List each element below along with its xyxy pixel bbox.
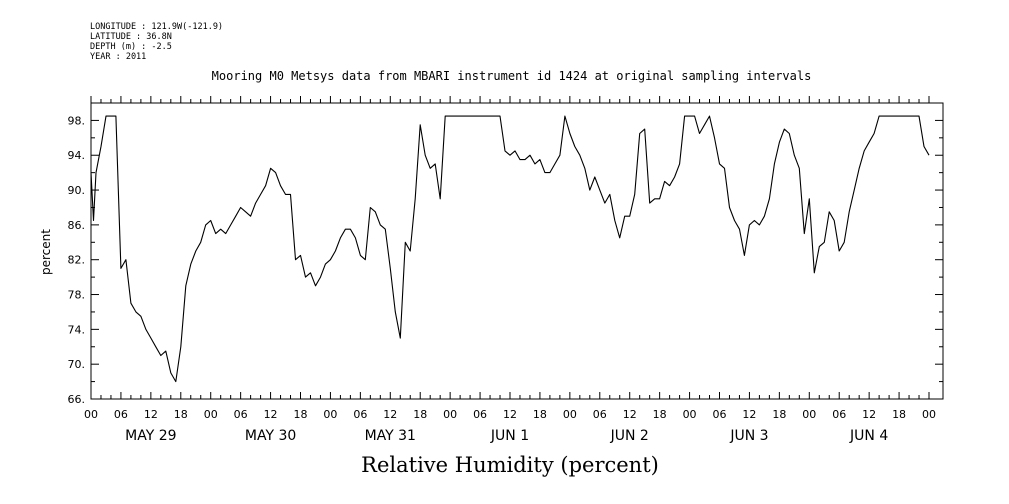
hour-tick-label: 06	[114, 408, 128, 421]
hour-tick-label: 12	[503, 408, 517, 421]
day-label: MAY 29	[125, 428, 176, 444]
latitude-label: LATITUDE : 36.8N	[90, 32, 172, 42]
metadata-block: LONGITUDE : 121.9W(-121.9) LATITUDE : 36…	[90, 22, 223, 62]
hour-tick-label: 00	[84, 408, 98, 421]
hour-tick-label: 00	[802, 408, 816, 421]
hour-tick-label: 18	[772, 408, 786, 421]
day-label: JUN 4	[849, 428, 888, 444]
hour-tick-label: 00	[204, 408, 218, 421]
y-tick-label: 78.	[68, 289, 86, 302]
hour-tick-label: 00	[323, 408, 337, 421]
hour-tick-label: 18	[413, 408, 427, 421]
y-tick-label: 82.	[68, 254, 86, 267]
hour-tick-label: 12	[742, 408, 756, 421]
day-label: MAY 30	[245, 428, 296, 444]
hour-tick-label: 18	[653, 408, 667, 421]
hour-tick-label: 18	[294, 408, 308, 421]
hour-tick-label: 06	[473, 408, 487, 421]
y-tick-label: 98.	[68, 114, 86, 127]
x-axis-label: Relative Humidity (percent)	[361, 453, 659, 477]
hour-tick-label: 12	[623, 408, 637, 421]
hour-tick-label: 18	[174, 408, 188, 421]
hour-tick-label: 06	[832, 408, 846, 421]
hour-tick-label: 12	[264, 408, 278, 421]
hour-tick-label: 12	[144, 408, 158, 421]
hour-tick-label: 12	[862, 408, 876, 421]
hour-tick-label: 12	[383, 408, 397, 421]
hour-tick-label: 06	[593, 408, 607, 421]
y-tick-label: 70.	[68, 358, 86, 371]
chart-title: Mooring M0 Metsys data from MBARI instru…	[211, 69, 812, 83]
depth-label: DEPTH (m) : -2.5	[90, 42, 172, 52]
hour-tick-label: 00	[443, 408, 457, 421]
year-label: YEAR : 2011	[90, 52, 147, 62]
y-tick-label: 86.	[68, 219, 86, 232]
y-tick-label: 74.	[68, 323, 86, 336]
day-label: MAY 31	[365, 428, 416, 444]
humidity-series-line	[90, 115, 930, 383]
y-tick-label: 66.	[68, 393, 86, 406]
day-label: JUN 1	[490, 428, 529, 444]
hour-tick-label: 00	[922, 408, 936, 421]
day-label: JUN 2	[610, 428, 649, 444]
hour-tick-label: 00	[563, 408, 577, 421]
plot-frame	[90, 102, 944, 400]
day-label: JUN 3	[729, 428, 768, 444]
hour-tick-label: 18	[892, 408, 906, 421]
hour-tick-label: 06	[353, 408, 367, 421]
longitude-label: LONGITUDE : 121.9W(-121.9)	[90, 22, 224, 32]
hour-tick-label: 18	[533, 408, 547, 421]
hour-tick-label: 00	[683, 408, 697, 421]
y-axis-label: percent	[39, 229, 53, 275]
y-tick-label: 94.	[68, 149, 86, 162]
y-tick-label: 90.	[68, 184, 86, 197]
ticks-layer: 66. 70. 74. 78. 82. 86. 90. 94. 98. 00 06 12 18 00 06 1…	[68, 96, 943, 444]
hour-tick-label: 06	[234, 408, 248, 421]
hour-tick-label: 06	[713, 408, 727, 421]
